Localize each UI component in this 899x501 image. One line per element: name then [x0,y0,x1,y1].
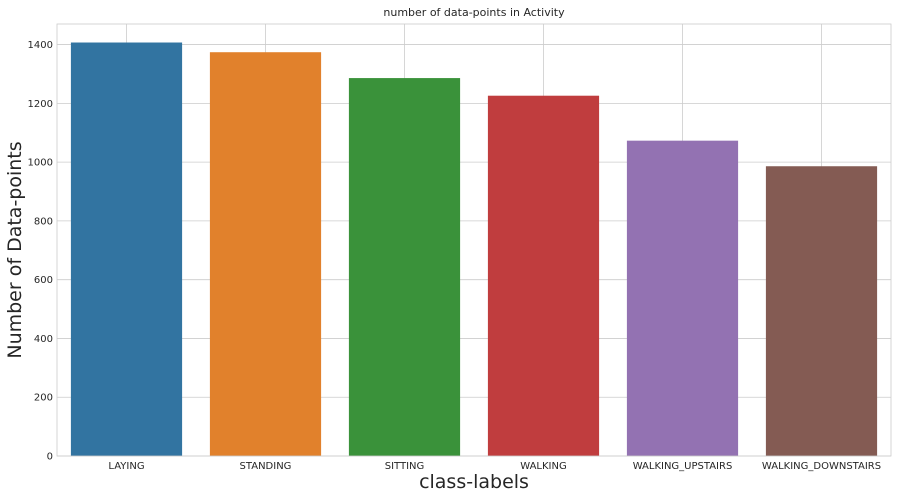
x-tick-label: LAYING [108,461,144,472]
bar-laying [70,42,183,457]
y-tick-label: 200 [34,393,53,404]
bar-standing [209,52,322,456]
bar-walking [487,95,600,457]
chart-title: number of data-points in Activity [383,6,565,19]
y-axis-label: Number of Data-points [4,141,26,358]
x-tick-label: WALKING [520,461,567,472]
y-tick-label: 600 [34,275,53,286]
x-tick-label: WALKING_UPSTAIRS [633,461,733,472]
y-tick-label: 1000 [28,158,53,169]
x-tick-label: WALKING_DOWNSTAIRS [762,461,881,472]
x-axis-label: class-labels [419,471,529,493]
y-tick-label: 0 [47,452,53,463]
y-tick-label: 400 [34,334,53,345]
bar-walking-downstairs [765,166,878,456]
axes: 0 200 400 600 800 1000 1200 1400 LAYING STANDING S… [28,23,892,472]
y-tick-label: 1200 [28,99,53,110]
bar-walking-upstairs [626,140,739,457]
y-tick-label: 1400 [28,40,53,51]
plot-frame [56,23,892,457]
y-tick-label: 800 [34,216,53,227]
bar-sitting [348,78,461,456]
x-tick-label: SITTING [385,461,425,472]
x-tick-label: STANDING [240,461,292,472]
bars [70,42,878,457]
